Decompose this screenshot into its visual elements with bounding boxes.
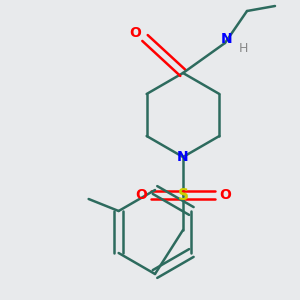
Text: N: N xyxy=(221,32,233,46)
Text: O: O xyxy=(219,188,231,202)
Text: N: N xyxy=(177,150,189,164)
Text: S: S xyxy=(178,188,188,202)
Text: O: O xyxy=(135,188,147,202)
Text: O: O xyxy=(129,26,141,40)
Text: H: H xyxy=(238,41,248,55)
